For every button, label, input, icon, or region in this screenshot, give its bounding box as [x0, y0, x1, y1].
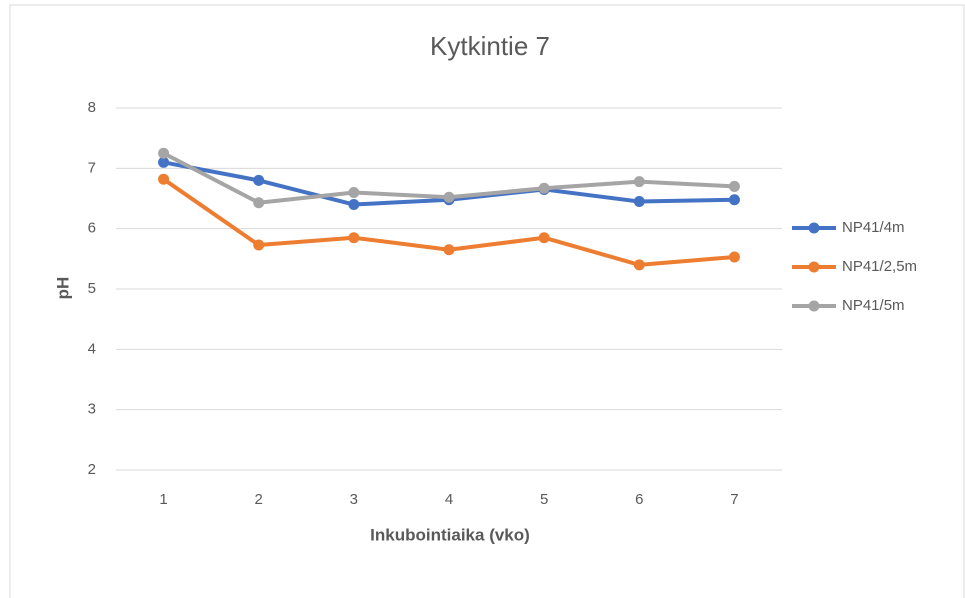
y-tick-label: 2 [88, 461, 96, 478]
data-point [728, 251, 740, 263]
y-tick-label: 5 [88, 280, 96, 297]
data-point [443, 244, 455, 256]
legend-marker [808, 261, 820, 273]
data-point [158, 156, 170, 168]
data-point [538, 182, 550, 194]
x-tick-label: 6 [635, 491, 643, 508]
legend-marker [808, 300, 820, 312]
x-tick-label: 4 [445, 491, 453, 508]
data-point [633, 196, 645, 208]
x-axis-label: Inkubointiaika (vko) [370, 525, 530, 544]
data-point [253, 239, 265, 251]
data-point [443, 191, 455, 203]
data-point [728, 180, 740, 192]
data-point [633, 259, 645, 271]
legend-label: NP41/5m [842, 297, 905, 314]
y-tick-label: 3 [88, 401, 96, 418]
data-point [728, 194, 740, 206]
data-point [348, 199, 360, 211]
y-tick-label: 8 [88, 99, 96, 116]
x-tick-label: 1 [159, 491, 167, 508]
legend-marker [808, 222, 820, 234]
y-tick-label: 4 [88, 340, 96, 357]
legend-label: NP41/2,5m [842, 258, 917, 275]
chart-frame [9, 4, 965, 598]
x-tick-label: 5 [540, 491, 548, 508]
x-tick-label: 7 [730, 491, 738, 508]
legend-label: NP41/4m [842, 219, 905, 236]
data-point [348, 186, 360, 198]
y-axis-label: pH [53, 277, 72, 300]
y-tick-label: 6 [88, 220, 96, 237]
y-tick-label: 7 [88, 159, 96, 176]
data-point [253, 197, 265, 209]
data-point [158, 173, 170, 185]
data-point [538, 232, 550, 244]
data-point [348, 232, 360, 244]
x-tick-label: 2 [255, 491, 263, 508]
data-point [158, 147, 170, 159]
x-tick-label: 3 [350, 491, 358, 508]
data-point [633, 176, 645, 188]
data-point [253, 174, 265, 186]
chart-title: Kytkintie 7 [430, 31, 550, 61]
